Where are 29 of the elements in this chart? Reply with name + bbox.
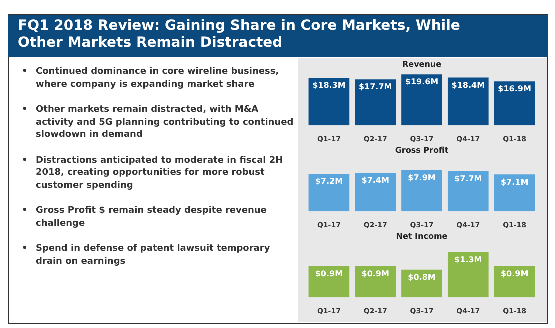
text: • Distractions anticipated to moderate in fiscal 2H 2018, creating opportunities for more robust customer spending	[22, 154, 284, 192]
data-label: $16.9M	[498, 84, 532, 94]
data-label: $0.9M	[500, 269, 529, 278]
data-label: $18.4M	[452, 80, 486, 90]
text: FQ1 2018 Review: Gaining Share in Core Markets, While Other Markets Remain Distracted	[17, 17, 462, 53]
data-label: $18.3M	[312, 81, 346, 90]
bar	[448, 78, 489, 126]
bar	[355, 80, 396, 126]
bar	[308, 78, 350, 126]
data-label: $0.9M	[362, 269, 390, 278]
data-label: $7.1M	[500, 178, 529, 187]
text: • Continued dominance in core wireline business, where company is expanding market share	[22, 66, 280, 91]
data-label: $0.9M	[315, 269, 344, 278]
chart-title: Net Income	[396, 232, 448, 241]
data-label: $7.9M	[408, 174, 436, 183]
data-label: $19.6M	[405, 78, 439, 87]
chart-title: Revenue	[402, 60, 442, 69]
text: • Gross Profit $ remain steady despite revenue challenge	[22, 205, 268, 230]
bar	[402, 74, 442, 126]
chart-title: Gross Profit	[395, 146, 449, 155]
text: • Spend in defense of patent lawsuit temporary drain on earnings	[22, 243, 272, 268]
bar	[494, 82, 536, 126]
data-label: $0.8M	[408, 272, 436, 282]
data-label: $7.4M	[362, 176, 390, 186]
data-label: $7.7M	[454, 174, 482, 184]
data-label: $7.2M	[315, 177, 344, 186]
text: • Other markets remain distracted, with M&A activity and 5G planning contributing to continued slowdown in demand	[22, 104, 295, 142]
data-label: $1.3M	[454, 256, 482, 265]
data-label: $17.7M	[358, 82, 392, 92]
